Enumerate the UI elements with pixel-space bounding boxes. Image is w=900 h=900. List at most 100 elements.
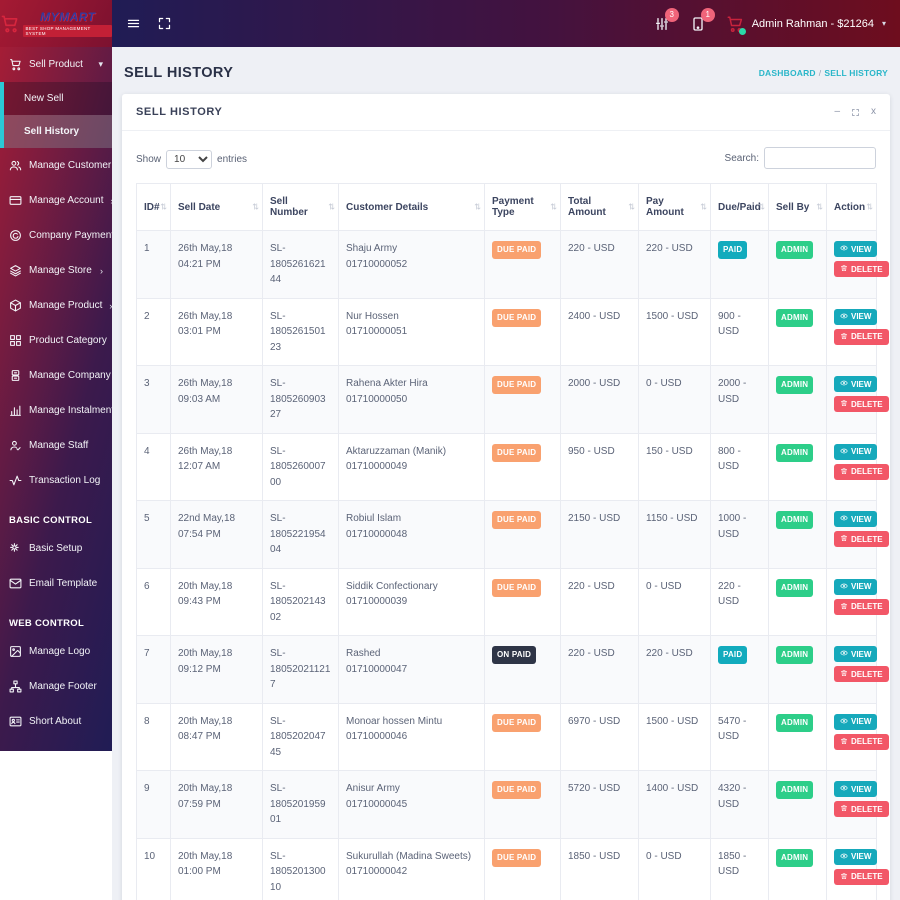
view-button[interactable]: VIEW bbox=[834, 308, 878, 325]
cell-due-paid: PAID bbox=[710, 230, 769, 299]
view-button[interactable]: VIEW bbox=[834, 511, 878, 527]
sidebar-item-sell-history[interactable]: Sell History bbox=[4, 115, 112, 148]
view-button[interactable]: VIEW bbox=[834, 646, 878, 662]
sell-by-badge: ADMIN bbox=[776, 511, 814, 530]
sidebar-item-manage-product[interactable]: Manage Product › bbox=[0, 288, 112, 323]
layout: Sell Product ▾ New Sell Sell History Manage … bbox=[0, 47, 900, 900]
column-header-sell-by[interactable]: Sell By ⇅ bbox=[768, 183, 827, 231]
sidebar-item-transaction-log[interactable]: Transaction Log bbox=[0, 463, 112, 498]
sidebar-item-label: Short About bbox=[29, 716, 82, 727]
sidebar-item-product-category[interactable]: Product Category bbox=[0, 323, 112, 358]
delete-button[interactable]: DELETE bbox=[834, 733, 889, 750]
payment-type-badge: DUE PAID bbox=[492, 713, 542, 732]
cell-total-amount: 220 - USD bbox=[560, 635, 639, 704]
delete-button[interactable]: DELETE bbox=[834, 531, 889, 547]
sidebar-item-email-template[interactable]: Email Template bbox=[0, 566, 112, 601]
cell-id: 9 bbox=[136, 770, 171, 839]
column-header-due-paid[interactable]: Due/Paid ⇅ bbox=[710, 183, 769, 231]
sidebar-item-manage-store[interactable]: Manage Store › bbox=[0, 253, 112, 288]
chevron-right-icon: › bbox=[100, 265, 103, 276]
trash-icon bbox=[840, 872, 848, 882]
trash-icon bbox=[840, 737, 848, 747]
column-header-pay-amount[interactable]: Pay Amount ⇅ bbox=[638, 183, 711, 231]
cell-sell-by: ADMIN bbox=[768, 635, 827, 704]
sidebar-item-manage-company[interactable]: Manage Company bbox=[0, 358, 112, 393]
sidebar-item-basic-setup[interactable]: Basic Setup bbox=[0, 531, 112, 566]
cell-payment-type: DUE PAID bbox=[484, 500, 561, 569]
column-header-action[interactable]: Action ⇅ bbox=[826, 183, 877, 231]
view-button[interactable]: VIEW bbox=[834, 241, 878, 257]
delete-button[interactable]: DELETE bbox=[834, 261, 889, 277]
cell-customer-details: Nur Hossen 01710000051 bbox=[338, 297, 485, 366]
delete-button[interactable]: DELETE bbox=[834, 328, 889, 345]
sell-by-badge: ADMIN bbox=[776, 443, 814, 462]
fullscreen-icon[interactable] bbox=[157, 16, 172, 31]
activity-icon bbox=[9, 474, 22, 487]
eye-icon bbox=[840, 379, 848, 389]
delete-label: DELETE bbox=[851, 467, 883, 476]
sidebar-item-new-sell[interactable]: New Sell bbox=[4, 82, 112, 115]
column-header-payment-type[interactable]: Payment Type ⇅ bbox=[484, 183, 561, 231]
trash-icon bbox=[840, 332, 848, 342]
view-button[interactable]: VIEW bbox=[834, 578, 878, 595]
delete-label: DELETE bbox=[851, 332, 883, 341]
search-input[interactable] bbox=[764, 147, 876, 169]
settings-icon bbox=[9, 542, 22, 555]
device-icon[interactable]: 1 bbox=[690, 7, 715, 32]
view-button[interactable]: VIEW bbox=[834, 713, 878, 730]
breadcrumb-dashboard[interactable]: DASHBOARD bbox=[758, 68, 816, 78]
view-button[interactable]: VIEW bbox=[834, 376, 878, 392]
column-header-total-amount[interactable]: Total Amount ⇅ bbox=[560, 183, 639, 231]
hamburger-icon[interactable] bbox=[126, 16, 141, 31]
sliders-icon[interactable]: 3 bbox=[654, 7, 679, 32]
column-header-sell-number[interactable]: Sell Number ⇅ bbox=[262, 183, 339, 231]
eye-icon bbox=[840, 312, 848, 322]
sidebar-item-sell-product[interactable]: Sell Product ▾ bbox=[0, 47, 112, 82]
view-button[interactable]: VIEW bbox=[834, 443, 878, 460]
sidebar-item-short-about[interactable]: Short About bbox=[0, 704, 112, 739]
payment-type-badge: DUE PAID bbox=[492, 241, 542, 260]
column-header-sell-date[interactable]: Sell Date ⇅ bbox=[170, 183, 263, 231]
cell-sell-number: SL-180520130010 bbox=[262, 837, 339, 900]
cell-id: 7 bbox=[136, 635, 171, 704]
sidebar-item-label: Manage Instalment bbox=[29, 405, 115, 416]
delete-button[interactable]: DELETE bbox=[834, 598, 889, 615]
close-icon[interactable]: x bbox=[871, 106, 876, 117]
action-buttons: VIEW DELETE bbox=[834, 308, 889, 349]
customer-name: Aktaruzzaman (Manik) bbox=[346, 445, 447, 457]
minimize-icon[interactable]: – bbox=[834, 106, 840, 117]
cell-payment-type: DUE PAID bbox=[484, 770, 561, 839]
user-menu[interactable]: Admin Rahman - $21264 ▾ bbox=[726, 15, 886, 35]
sell-history-table: ID# ⇅ Sell Date ⇅ Sell Number ⇅ Customer Detai… bbox=[136, 183, 889, 900]
column-header-customer-details[interactable]: Customer Details ⇅ bbox=[338, 183, 485, 231]
column-header-id[interactable]: ID# ⇅ bbox=[136, 183, 171, 231]
sidebar-item-manage-footer[interactable]: Manage Footer bbox=[0, 669, 112, 704]
bar-chart-icon bbox=[9, 404, 22, 417]
cell-sell-by: ADMIN bbox=[768, 702, 827, 771]
sort-icon: ⇅ bbox=[474, 202, 481, 212]
delete-button[interactable]: DELETE bbox=[834, 666, 889, 682]
delete-button[interactable]: DELETE bbox=[834, 463, 889, 480]
cell-total-amount: 6970 - USD bbox=[560, 702, 639, 771]
brand-logo[interactable]: MYMART BEST SHOP MANAGEMENT SYSTEM bbox=[0, 0, 112, 47]
delete-button[interactable]: DELETE bbox=[834, 396, 889, 412]
cart-avatar-icon bbox=[726, 15, 746, 35]
sidebar-item-manage-account[interactable]: Manage Account› bbox=[0, 183, 114, 218]
sidebar-item-manage-instalment[interactable]: Manage Instalment bbox=[0, 393, 115, 428]
sell-by-badge: ADMIN bbox=[776, 578, 814, 597]
cell-payment-type: DUE PAID bbox=[484, 837, 561, 900]
customer-phone: 01710000049 bbox=[346, 461, 408, 472]
expand-icon[interactable] bbox=[851, 108, 860, 117]
sidebar-item-manage-staff[interactable]: Manage Staff bbox=[0, 428, 112, 463]
view-button[interactable]: VIEW bbox=[834, 781, 878, 797]
view-button[interactable]: VIEW bbox=[834, 848, 878, 865]
topbar-main: 3 1 Admin Rahman - $21264 ▾ bbox=[112, 0, 900, 47]
delete-button[interactable]: DELETE bbox=[834, 868, 889, 885]
cell-sell-date: 20th May,18 09:43 PM bbox=[170, 567, 263, 636]
cell-total-amount: 1850 - USD bbox=[560, 837, 639, 900]
page-length-select[interactable]: 10 bbox=[166, 150, 213, 169]
sidebar-item-manage-customer[interactable]: Manage Customer› bbox=[0, 148, 121, 183]
sidebar-item-company-payment[interactable]: Company Payment› bbox=[0, 218, 124, 253]
sidebar-item-manage-logo[interactable]: Manage Logo bbox=[0, 634, 112, 669]
delete-button[interactable]: DELETE bbox=[834, 801, 889, 817]
